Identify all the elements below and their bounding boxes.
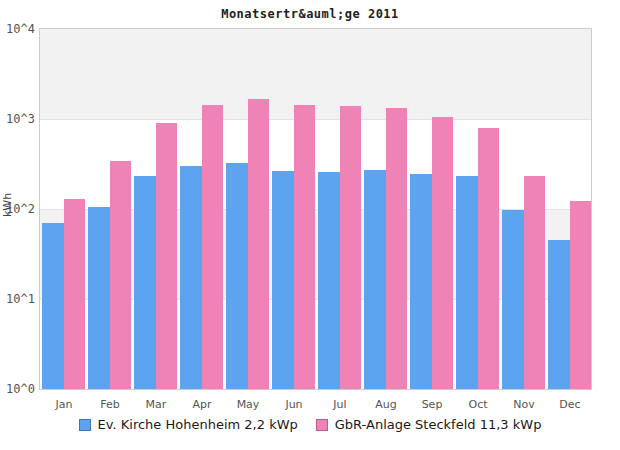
bar-s1-apr[interactable] [180, 166, 202, 389]
bar-s2-feb[interactable] [110, 161, 132, 389]
bar-group-feb [88, 29, 134, 389]
bar-s1-jul[interactable] [318, 172, 340, 389]
bar-group-apr [180, 29, 226, 389]
bar-s2-mar[interactable] [156, 123, 178, 389]
x-label-feb: Feb [87, 398, 133, 411]
x-label-aug: Aug [363, 398, 409, 411]
bar-s2-nov[interactable] [524, 176, 546, 389]
bar-group-aug [364, 29, 410, 389]
x-label-jun: Jun [271, 398, 317, 411]
legend-item-series2: GbR-Anlage Steckfeld 11,3 kWp [316, 417, 542, 432]
plot-area [39, 28, 592, 390]
bar-s1-may[interactable] [226, 163, 248, 389]
bar-group-oct [456, 29, 502, 389]
x-label-dec: Dec [547, 398, 593, 411]
bar-group-sep [410, 29, 456, 389]
chart-title: Monatsertr&auml;ge 2011 [0, 7, 620, 21]
bar-s1-jun[interactable] [272, 171, 294, 389]
bar-group-jan [42, 29, 88, 389]
bar-s2-may[interactable] [248, 99, 270, 389]
y-tick-label-10e2: 10^2 [0, 201, 35, 217]
bar-s1-oct[interactable] [456, 176, 478, 389]
bar-s2-oct[interactable] [478, 128, 500, 389]
bar-group-nov [502, 29, 548, 389]
legend-label-series1: Ev. Kirche Hohenheim 2,2 kWp [98, 417, 298, 432]
x-label-nov: Nov [501, 398, 547, 411]
x-axis-labels: JanFebMarAprMayJunJulAugSepOctNovDec [41, 398, 593, 411]
bar-s2-jul[interactable] [340, 106, 362, 389]
x-label-may: May [225, 398, 271, 411]
x-label-jan: Jan [41, 398, 87, 411]
bar-s2-jun[interactable] [294, 105, 316, 389]
bar-s2-jan[interactable] [64, 199, 86, 389]
bar-group-may [226, 29, 272, 389]
bar-s2-aug[interactable] [386, 108, 408, 389]
bar-s2-dec[interactable] [570, 201, 592, 389]
y-tick-label-10e4: 10^4 [0, 21, 35, 37]
y-tick-label-10e3: 10^3 [0, 111, 35, 127]
legend: Ev. Kirche Hohenheim 2,2 kWp GbR-Anlage … [0, 417, 620, 432]
bar-group-mar [134, 29, 180, 389]
bar-group-jun [272, 29, 318, 389]
x-label-sep: Sep [409, 398, 455, 411]
bar-s2-apr[interactable] [202, 105, 224, 389]
bar-s1-dec[interactable] [548, 240, 570, 389]
series2-swatch-icon [316, 419, 328, 431]
x-label-jul: Jul [317, 398, 363, 411]
bar-s1-mar[interactable] [134, 176, 156, 389]
legend-label-series2: GbR-Anlage Steckfeld 11,3 kWp [335, 417, 542, 432]
y-tick-label-10e0: 10^0 [0, 381, 35, 397]
bar-group-jul [318, 29, 364, 389]
bar-group-dec [548, 29, 594, 389]
bar-s1-aug[interactable] [364, 170, 386, 389]
y-tick-label-10e1: 10^1 [0, 291, 35, 307]
bars-layer [40, 29, 591, 389]
x-label-apr: Apr [179, 398, 225, 411]
series1-swatch-icon [79, 419, 91, 431]
bar-s1-feb[interactable] [88, 207, 110, 389]
bar-s1-sep[interactable] [410, 174, 432, 389]
x-label-oct: Oct [455, 398, 501, 411]
legend-item-series1: Ev. Kirche Hohenheim 2,2 kWp [79, 417, 298, 432]
x-label-mar: Mar [133, 398, 179, 411]
bar-s1-jan[interactable] [42, 223, 64, 389]
bar-s1-nov[interactable] [502, 210, 524, 389]
bar-s2-sep[interactable] [432, 117, 454, 389]
